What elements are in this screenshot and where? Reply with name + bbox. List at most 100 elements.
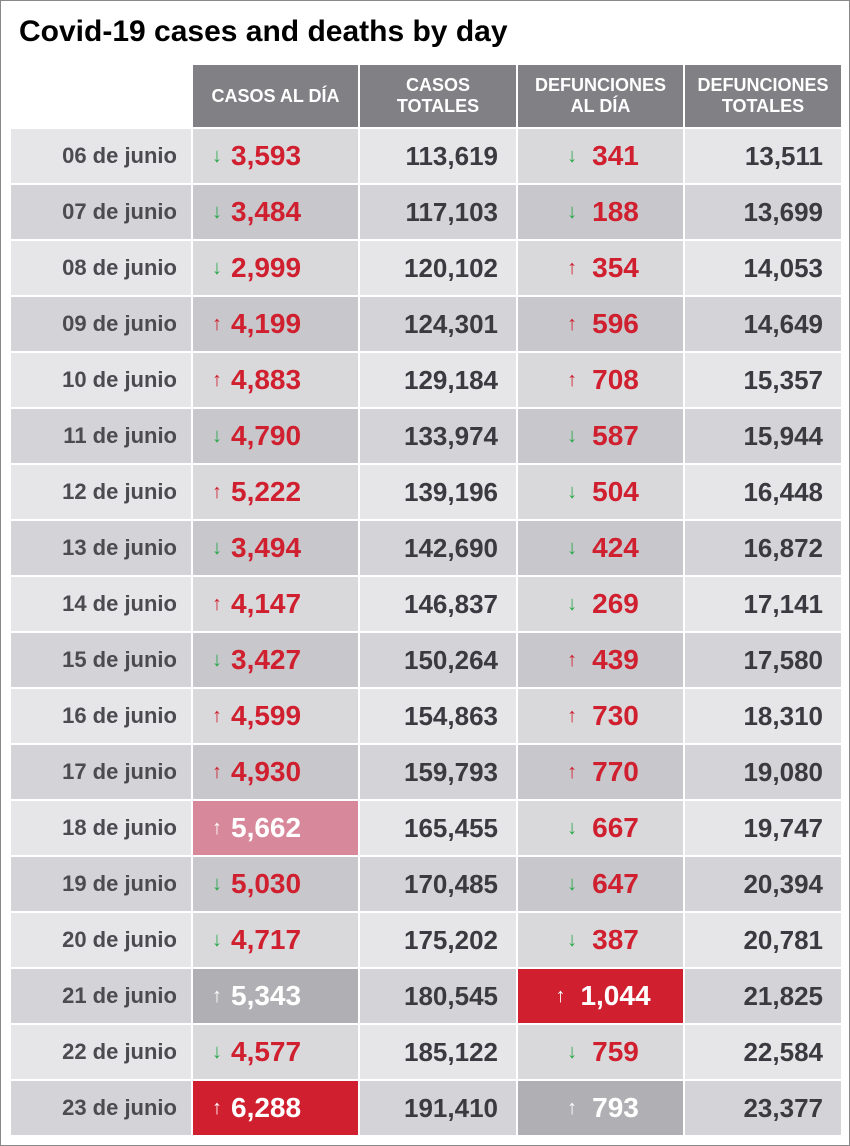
arrow-up-icon: ↑ bbox=[207, 985, 227, 1008]
arrow-down-icon: ↓ bbox=[207, 425, 227, 448]
deaths-total-cell: 15,944 bbox=[685, 409, 841, 463]
cases-daily-cell: ↑4,930 bbox=[193, 745, 358, 799]
page-title: Covid-19 cases and deaths by day bbox=[1, 1, 849, 63]
arrow-down-icon: ↓ bbox=[207, 537, 227, 560]
cases-total-cell: 180,545 bbox=[360, 969, 516, 1023]
arrow-down-icon: ↓ bbox=[562, 817, 582, 840]
date-cell: 21 de junio bbox=[11, 969, 191, 1023]
covid-table-card: Covid-19 cases and deaths by day CASOS A… bbox=[0, 0, 850, 1146]
table-row: 08 de junio↓2,999120,102↑35414,053 bbox=[11, 241, 841, 295]
cases-total-cell: 146,837 bbox=[360, 577, 516, 631]
deaths-daily-value: 596 bbox=[592, 308, 639, 339]
cases-total-cell: 150,264 bbox=[360, 633, 516, 687]
arrow-down-icon: ↓ bbox=[562, 593, 582, 616]
cases-daily-cell: ↑4,199 bbox=[193, 297, 358, 351]
table-row: 12 de junio↑5,222139,196↓50416,448 bbox=[11, 465, 841, 519]
arrow-down-icon: ↓ bbox=[562, 201, 582, 224]
deaths-total-cell: 18,310 bbox=[685, 689, 841, 743]
cases-daily-cell: ↓2,999 bbox=[193, 241, 358, 295]
table-row: 16 de junio↑4,599154,863↑73018,310 bbox=[11, 689, 841, 743]
deaths-daily-value: 1,044 bbox=[580, 980, 650, 1011]
date-cell: 11 de junio bbox=[11, 409, 191, 463]
deaths-total-cell: 20,781 bbox=[685, 913, 841, 967]
deaths-total-cell: 16,872 bbox=[685, 521, 841, 575]
deaths-daily-value: 354 bbox=[592, 252, 639, 283]
arrow-down-icon: ↓ bbox=[207, 929, 227, 952]
date-cell: 07 de junio bbox=[11, 185, 191, 239]
cases-daily-cell: ↑5,343 bbox=[193, 969, 358, 1023]
cases-total-cell: 124,301 bbox=[360, 297, 516, 351]
arrow-down-icon: ↓ bbox=[207, 873, 227, 896]
deaths-daily-value: 770 bbox=[592, 756, 639, 787]
arrow-down-icon: ↓ bbox=[207, 201, 227, 224]
deaths-daily-cell: ↓424 bbox=[518, 521, 683, 575]
deaths-daily-cell: ↑ 1,044 bbox=[518, 969, 683, 1023]
deaths-daily-cell: ↑793 bbox=[518, 1081, 683, 1135]
deaths-daily-cell: ↓759 bbox=[518, 1025, 683, 1079]
cases-daily-value: 3,484 bbox=[231, 196, 301, 227]
table-row: 22 de junio↓4,577185,122↓75922,584 bbox=[11, 1025, 841, 1079]
cases-total-cell: 117,103 bbox=[360, 185, 516, 239]
header-row: CASOS AL DÍA CASOS TOTALES DEFUNCIONES A… bbox=[11, 65, 841, 127]
arrow-down-icon: ↓ bbox=[562, 873, 582, 896]
cases-total-cell: 170,485 bbox=[360, 857, 516, 911]
deaths-daily-cell: ↑770 bbox=[518, 745, 683, 799]
arrow-down-icon: ↓ bbox=[562, 481, 582, 504]
deaths-daily-value: 730 bbox=[592, 700, 639, 731]
arrow-up-icon: ↑ bbox=[550, 985, 570, 1008]
arrow-up-icon: ↑ bbox=[207, 369, 227, 392]
arrow-down-icon: ↓ bbox=[207, 1041, 227, 1064]
arrow-up-icon: ↑ bbox=[562, 313, 582, 336]
table-row: 21 de junio↑5,343180,545↑1,04421,825 bbox=[11, 969, 841, 1023]
date-cell: 19 de junio bbox=[11, 857, 191, 911]
deaths-total-cell: 19,747 bbox=[685, 801, 841, 855]
cases-daily-cell: ↑6,288 bbox=[193, 1081, 358, 1135]
table-row: 06 de junio↓3,593113,619↓34113,511 bbox=[11, 129, 841, 183]
cases-daily-cell: ↑4,147 bbox=[193, 577, 358, 631]
deaths-total-cell: 14,649 bbox=[685, 297, 841, 351]
date-cell: 18 de junio bbox=[11, 801, 191, 855]
cases-daily-cell: ↓4,790 bbox=[193, 409, 358, 463]
arrow-up-icon: ↑ bbox=[562, 369, 582, 392]
header-deaths-total: DEFUNCIONES TOTALES bbox=[685, 65, 841, 127]
date-cell: 13 de junio bbox=[11, 521, 191, 575]
table-row: 14 de junio↑4,147146,837↓26917,141 bbox=[11, 577, 841, 631]
cases-daily-cell: ↑5,222 bbox=[193, 465, 358, 519]
deaths-total-cell: 13,699 bbox=[685, 185, 841, 239]
arrow-up-icon: ↑ bbox=[207, 481, 227, 504]
arrow-up-icon: ↑ bbox=[207, 1097, 227, 1120]
cases-total-cell: 185,122 bbox=[360, 1025, 516, 1079]
cases-daily-value: 4,717 bbox=[231, 924, 301, 955]
deaths-daily-value: 759 bbox=[592, 1036, 639, 1067]
cases-daily-value: 5,343 bbox=[231, 980, 301, 1011]
cases-total-cell: 159,793 bbox=[360, 745, 516, 799]
arrow-down-icon: ↓ bbox=[562, 425, 582, 448]
arrow-down-icon: ↓ bbox=[562, 145, 582, 168]
cases-daily-value: 4,577 bbox=[231, 1036, 301, 1067]
cases-daily-cell: ↓3,494 bbox=[193, 521, 358, 575]
cases-total-cell: 175,202 bbox=[360, 913, 516, 967]
table-row: 19 de junio↓5,030170,485↓64720,394 bbox=[11, 857, 841, 911]
table-wrap: CASOS AL DÍA CASOS TOTALES DEFUNCIONES A… bbox=[1, 63, 849, 1145]
deaths-daily-cell: ↑730 bbox=[518, 689, 683, 743]
deaths-daily-value: 439 bbox=[592, 644, 639, 675]
table-row: 18 de junio↑5,662165,455↓66719,747 bbox=[11, 801, 841, 855]
cases-daily-value: 5,662 bbox=[231, 812, 301, 843]
table-row: 10 de junio↑4,883129,184↑70815,357 bbox=[11, 353, 841, 407]
arrow-up-icon: ↑ bbox=[207, 817, 227, 840]
cases-daily-value: 4,599 bbox=[231, 700, 301, 731]
date-cell: 08 de junio bbox=[11, 241, 191, 295]
deaths-daily-value: 647 bbox=[592, 868, 639, 899]
cases-daily-value: 4,883 bbox=[231, 364, 301, 395]
deaths-daily-cell: ↑ 596 bbox=[518, 297, 683, 351]
cases-total-cell: 191,410 bbox=[360, 1081, 516, 1135]
deaths-daily-value: 269 bbox=[592, 588, 639, 619]
cases-total-cell: 139,196 bbox=[360, 465, 516, 519]
cases-daily-cell: ↓4,717 bbox=[193, 913, 358, 967]
cases-daily-cell: ↓4,577 bbox=[193, 1025, 358, 1079]
deaths-daily-cell: ↓ 647 bbox=[518, 857, 683, 911]
deaths-daily-value: 504 bbox=[592, 476, 639, 507]
cases-total-cell: 133,974 bbox=[360, 409, 516, 463]
deaths-daily-cell: ↓ 269 bbox=[518, 577, 683, 631]
deaths-daily-cell: ↑439 bbox=[518, 633, 683, 687]
